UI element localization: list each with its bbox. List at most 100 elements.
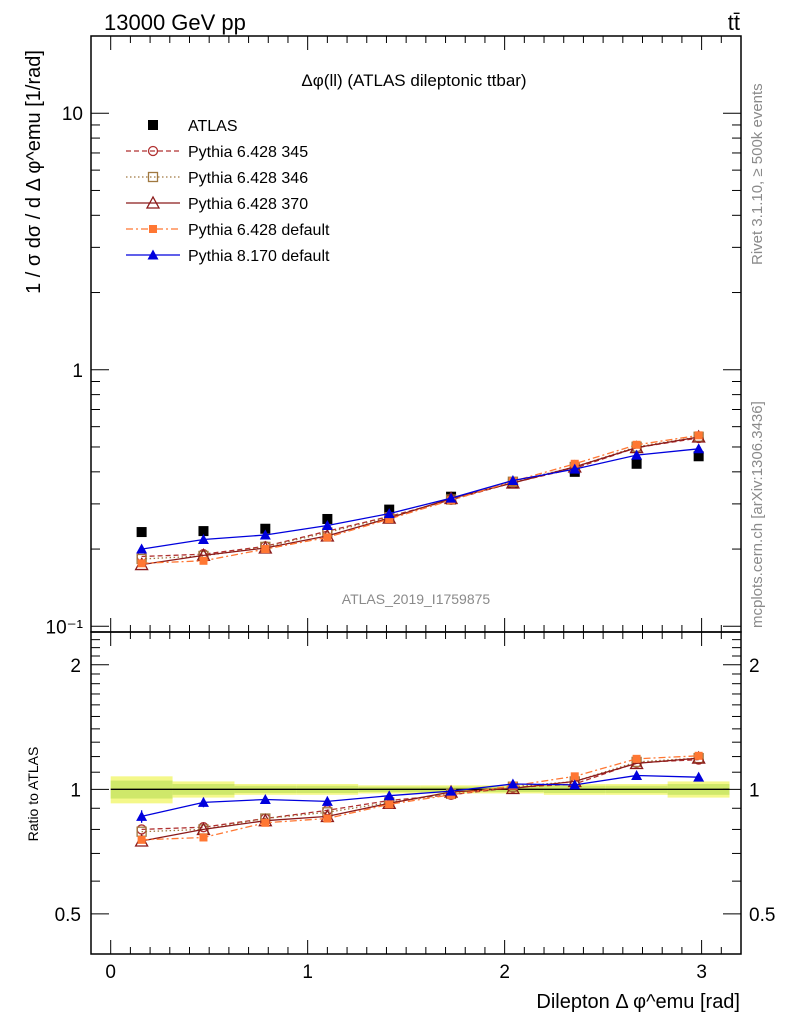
ratio-data-point — [321, 795, 333, 806]
ratio-data-point — [259, 793, 271, 804]
ratio-data-point — [570, 772, 579, 781]
data-point — [136, 543, 148, 554]
main-y-tick-label: 10 — [62, 104, 83, 125]
series-line — [141, 448, 699, 550]
data-point — [693, 443, 705, 454]
rivet-label: Rivet 3.1.10, ≥ 500k events — [749, 83, 766, 265]
ratio-data-point — [383, 790, 395, 801]
data-point — [197, 533, 209, 544]
data-point — [136, 527, 147, 538]
ratio-series-line — [141, 757, 699, 842]
legend-marker — [147, 249, 159, 260]
ratio-series-line — [141, 774, 699, 818]
ratio-frame — [90, 631, 742, 955]
ratio-data-point — [323, 814, 332, 823]
ratio-data-point — [199, 833, 208, 842]
ratio-y-tick-label: 0.5 — [55, 905, 81, 926]
series-pythia-6-428-default — [137, 431, 703, 568]
ratio-series-pythia-6-428-370 — [134, 750, 706, 847]
legend-label: Pythia 6.428 345 — [188, 144, 308, 161]
ratio-y-axis-label: Ratio to ATLAS — [25, 747, 41, 842]
data-point — [694, 431, 703, 440]
data-point — [199, 556, 208, 565]
legend-marker — [145, 195, 161, 209]
legend-label: Pythia 6.428 346 — [188, 170, 308, 187]
legend-item: Pythia 6.428 345 — [126, 144, 308, 161]
ratio-y-tick-labels: 0.5 0.5 1 1 2 2 — [55, 656, 776, 926]
legend-marker — [147, 145, 159, 157]
series-line — [141, 436, 699, 560]
mcplots-label: mcplots.cern.ch [arXiv:1306.3436] — [749, 401, 766, 628]
ratio-series-line — [141, 755, 699, 841]
x-tick-label: 3 — [696, 962, 707, 983]
legend-marker — [148, 120, 158, 130]
x-tick-label: 0 — [105, 962, 116, 983]
data-point — [323, 533, 332, 542]
legend-item: Pythia 6.428 default — [126, 222, 330, 239]
x-tick-labels: 0 1 2 3 — [105, 962, 706, 983]
ratio-data-point — [569, 779, 581, 790]
ratio-data-point — [694, 751, 703, 760]
data-point — [569, 463, 581, 474]
data-point — [445, 492, 457, 503]
legend-label: Pythia 6.428 default — [188, 222, 330, 239]
series-line — [141, 434, 699, 564]
ratio-y-tick-label: 2 — [70, 656, 81, 677]
legend-label: Pythia 6.428 370 — [188, 196, 308, 213]
ratio-y-tick-label: 1 — [70, 780, 81, 801]
data-point — [260, 523, 271, 534]
x-axis-label: Dilepton Δ φ^emu [rad] — [536, 991, 740, 1013]
ratio-y-tick-label-right: 2 — [749, 656, 760, 677]
ratio-series-pythia-8-170-default — [136, 770, 705, 823]
ratio-data-point — [261, 818, 270, 827]
main-y-tick-label: 10⁻¹ — [46, 617, 84, 638]
x-tick-label: 2 — [499, 962, 510, 983]
legend-item: Pythia 6.428 346 — [126, 170, 308, 187]
data-point — [631, 458, 642, 469]
data-point — [321, 520, 333, 531]
legend-marker — [149, 225, 157, 233]
legend-item: Pythia 8.170 default — [126, 248, 330, 265]
ratio-data-point — [136, 810, 148, 821]
ratio-data-point — [693, 771, 705, 782]
data-point — [259, 529, 271, 540]
data-point — [507, 475, 519, 486]
legend: ATLAS Pythia 6.428 345 Pythia 6.428 346 Pyt… — [126, 118, 330, 265]
ratio-data-point — [507, 778, 519, 789]
main-series-layer — [134, 429, 706, 571]
energy-label: 13000 GeV pp — [104, 10, 246, 35]
main-y-tick-label: 1 — [72, 361, 83, 382]
data-point — [631, 449, 643, 460]
ratio-series-layer — [134, 750, 706, 847]
legend-item: Pythia 6.428 370 — [126, 195, 308, 213]
ratio-axis-ticks — [91, 632, 741, 954]
ratio-data-point — [385, 800, 394, 809]
data-point — [137, 559, 146, 568]
ratio-data-point — [137, 835, 146, 844]
chart-title: Δφ(ll) (ATLAS dileptonic ttbar) — [301, 71, 526, 90]
watermark: ATLAS_2019_I1759875 — [342, 591, 491, 607]
x-tick-label: 1 — [302, 962, 313, 983]
legend-item: ATLAS — [148, 118, 238, 135]
series-line — [141, 437, 699, 558]
main-y-tick-labels: 10⁻¹ 1 10 — [46, 104, 84, 638]
legend-marker — [147, 171, 159, 183]
series-pythia-6-428-345 — [136, 432, 704, 562]
series-line — [141, 436, 699, 566]
data-point — [261, 545, 270, 554]
series-pythia-8-170-default — [136, 443, 705, 554]
series-atlas — [136, 451, 704, 538]
data-point — [198, 526, 209, 537]
ratio-data-point — [631, 770, 643, 781]
ratio-data-point — [445, 785, 457, 796]
y-axis-label: 1 / σ dσ / d Δ φ^emu [1/rad] — [23, 50, 45, 294]
data-point — [383, 508, 395, 519]
data-point — [632, 440, 641, 449]
series-pythia-6-428-370 — [134, 429, 706, 571]
ratio-data-point — [629, 756, 644, 770]
data-point — [693, 451, 704, 462]
ratio-y-tick-label-right: 0.5 — [749, 905, 775, 926]
ratio-data-point — [632, 754, 641, 763]
series-pythia-6-428-346 — [136, 431, 704, 565]
